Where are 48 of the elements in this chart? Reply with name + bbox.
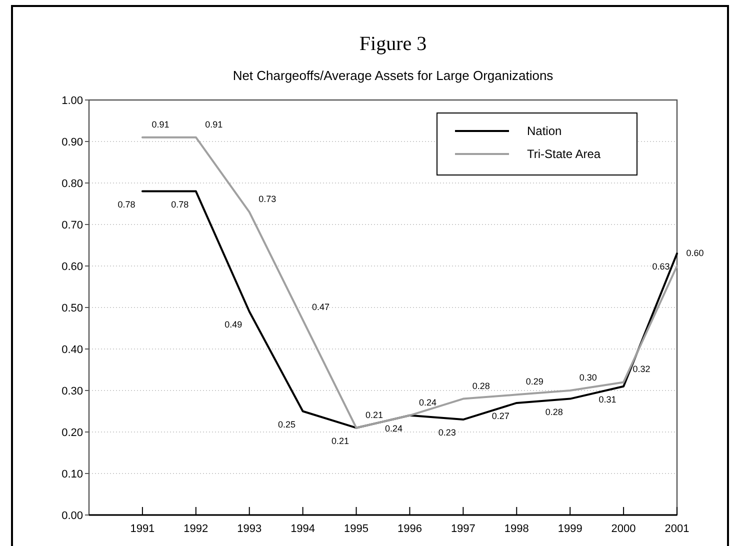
- legend-label: Tri-State Area: [527, 147, 601, 162]
- chart-title: Figure 3: [359, 33, 427, 55]
- data-label: 0.32: [632, 364, 650, 374]
- y-tick-label: 0.10: [62, 468, 83, 480]
- data-label: 0.30: [579, 372, 597, 382]
- data-label: 0.27: [492, 410, 510, 421]
- data-label: 0.31: [598, 394, 616, 404]
- data-label: 0.91: [205, 119, 223, 130]
- data-label: 0.21: [366, 410, 384, 420]
- x-tick-label: 2000: [611, 523, 636, 535]
- data-label: 0.25: [278, 419, 296, 430]
- y-tick-label: 0.40: [62, 344, 83, 356]
- data-label: 0.24: [384, 423, 402, 434]
- legend-label: Nation: [527, 124, 562, 138]
- y-tick-label: 0.50: [62, 302, 83, 314]
- x-tick-label: 1992: [184, 523, 208, 535]
- x-tick-label: 1995: [344, 523, 369, 535]
- x-tick-label: 1998: [504, 523, 529, 535]
- x-tick-label: 1994: [290, 523, 316, 535]
- data-label: 0.49: [224, 320, 242, 330]
- data-label: 0.21: [332, 436, 350, 446]
- y-tick-label: 0.80: [62, 178, 83, 190]
- data-label: 0.63: [652, 262, 670, 272]
- data-label: 0.24: [418, 397, 436, 408]
- y-tick-label: 0.60: [62, 260, 83, 273]
- data-label: 0.91: [152, 119, 170, 130]
- y-tick-label: 0.00: [62, 510, 83, 522]
- data-label: 0.47: [312, 302, 330, 312]
- data-label: 0.28: [545, 406, 563, 417]
- data-label: 0.78: [171, 199, 189, 210]
- x-tick-label: 2001: [664, 523, 690, 535]
- x-tick-label: 1991: [130, 523, 155, 535]
- data-label: 0.60: [686, 248, 704, 258]
- data-label: 0.29: [526, 376, 544, 387]
- data-label: 0.23: [438, 428, 456, 438]
- y-tick-label: 0.20: [62, 426, 83, 439]
- y-tick-label: 0.70: [62, 219, 83, 232]
- data-label: 0.78: [118, 199, 136, 210]
- x-tick-label: 1997: [450, 523, 476, 535]
- x-tick-label: 1996: [397, 523, 422, 535]
- data-label: 0.28: [472, 380, 490, 391]
- y-tick-label: 0.30: [62, 385, 83, 398]
- chart-subtitle: Net Chargeoffs/Average Assets for Large Organizations: [232, 68, 554, 83]
- x-tick-label: 1999: [558, 523, 582, 535]
- data-label: 0.73: [258, 194, 276, 204]
- y-tick-label: 0.90: [62, 136, 83, 148]
- y-tick-label: 1.00: [62, 94, 83, 107]
- x-tick-label: 1993: [237, 523, 262, 535]
